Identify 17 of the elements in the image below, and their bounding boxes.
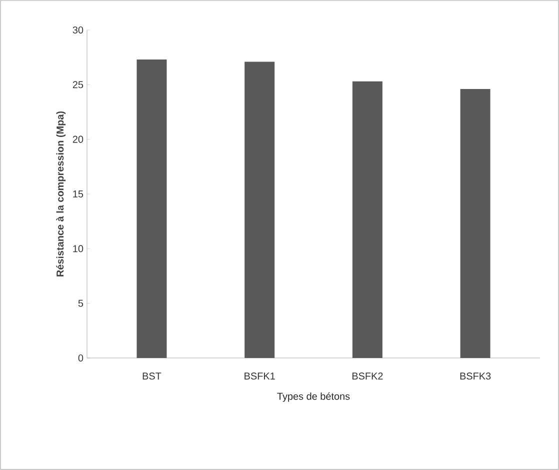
bar — [352, 81, 382, 358]
x-tick-label: BSFK1 — [244, 372, 275, 380]
bar — [136, 60, 167, 358]
x-tick-label: BST — [142, 372, 162, 380]
x-axis-title: Types de bétons — [277, 392, 350, 402]
y-tick-label: 15 — [73, 190, 84, 198]
x-tick-label: BSFK2 — [352, 372, 383, 380]
bar — [460, 89, 490, 358]
y-tick-label: 5 — [78, 300, 84, 307]
y-tick-label: 10 — [73, 245, 84, 252]
y-tick-label: 20 — [72, 136, 84, 143]
y-tick-label: 0 — [78, 354, 84, 362]
y-tick-label: 25 — [72, 81, 84, 88]
y-axis-title: Résistance à la compression (Mpa) — [56, 111, 66, 276]
y-tick-label: 30 — [72, 26, 84, 34]
x-tick-label: BSFK3 — [460, 372, 491, 380]
bar — [244, 62, 275, 358]
